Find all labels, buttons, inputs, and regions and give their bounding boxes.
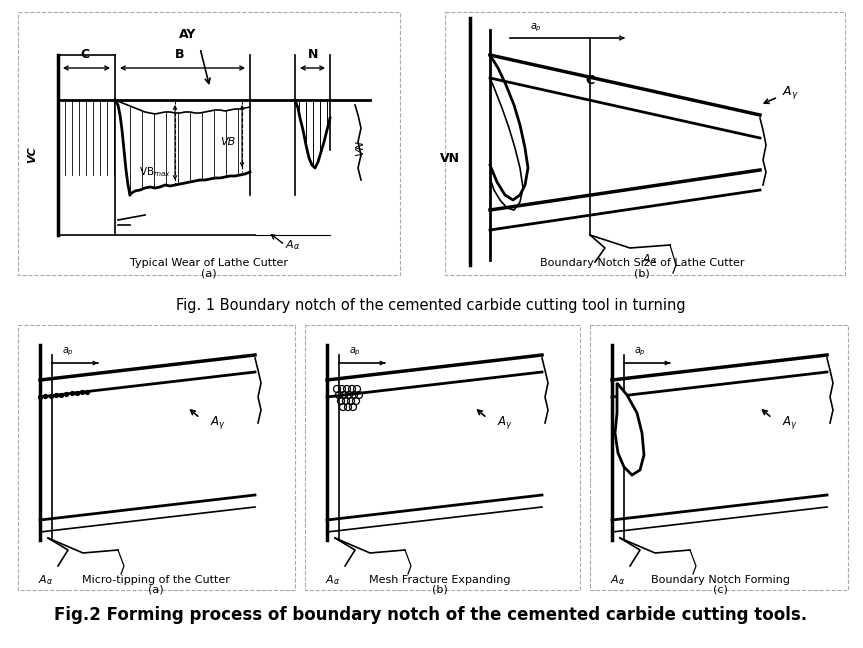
Text: B: B — [175, 49, 185, 62]
Text: $a_p$: $a_p$ — [530, 22, 542, 34]
Text: $A_\alpha$: $A_\alpha$ — [325, 573, 340, 587]
Text: $a_p$: $a_p$ — [62, 345, 74, 358]
Text: (a): (a) — [201, 269, 217, 279]
Text: VN: VN — [440, 152, 460, 165]
Polygon shape — [615, 383, 644, 475]
Text: Fig. 1 Boundary notch of the cemented carbide cutting tool in turning: Fig. 1 Boundary notch of the cemented ca… — [176, 298, 686, 313]
Text: $a_p$: $a_p$ — [349, 345, 361, 358]
Text: Mesh Fracture Expanding: Mesh Fracture Expanding — [369, 575, 511, 585]
Text: (a): (a) — [148, 584, 164, 594]
Text: $A_\gamma$: $A_\gamma$ — [782, 414, 798, 431]
Text: $A_{\alpha}$: $A_{\alpha}$ — [286, 238, 300, 252]
Text: AY: AY — [180, 29, 197, 41]
Text: $A_\gamma$: $A_\gamma$ — [782, 84, 798, 101]
Text: (b): (b) — [432, 584, 448, 594]
Text: C: C — [80, 49, 90, 62]
Text: $A_\gamma$: $A_\gamma$ — [497, 414, 513, 431]
Text: Boundary Notch Size of Lathe Cutter: Boundary Notch Size of Lathe Cutter — [539, 258, 744, 268]
Text: (c): (c) — [713, 584, 728, 594]
Text: Typical Wear of Lathe Cutter: Typical Wear of Lathe Cutter — [130, 258, 288, 268]
Text: Micro-tipping of the Cutter: Micro-tipping of the Cutter — [82, 575, 230, 585]
Text: Fig.2 Forming process of boundary notch of the cemented carbide cutting tools.: Fig.2 Forming process of boundary notch … — [54, 606, 808, 624]
Text: VB$_{max}$: VB$_{max}$ — [139, 165, 171, 179]
Text: C: C — [585, 73, 595, 86]
Text: VC: VC — [27, 146, 37, 163]
Text: VB: VB — [220, 137, 236, 147]
Text: $A_\gamma$: $A_\gamma$ — [210, 414, 226, 431]
Text: Boundary Notch Forming: Boundary Notch Forming — [651, 575, 790, 585]
Text: N: N — [308, 49, 318, 62]
Text: $A_\alpha$: $A_\alpha$ — [38, 573, 54, 587]
Text: $a_p$: $a_p$ — [634, 345, 646, 358]
Text: (b): (b) — [634, 269, 650, 279]
Text: $A_\alpha$: $A_\alpha$ — [642, 252, 658, 266]
Text: $A_\alpha$: $A_\alpha$ — [610, 573, 625, 587]
Text: VN: VN — [355, 140, 365, 156]
